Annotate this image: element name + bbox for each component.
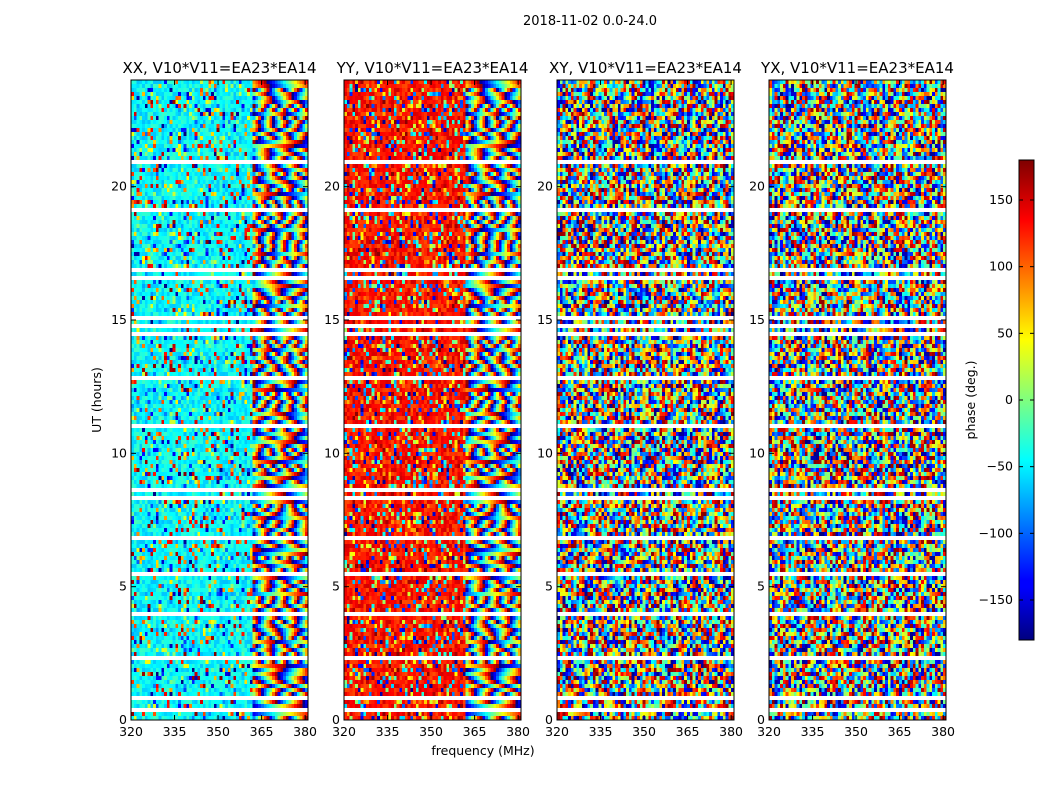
panel-title: XY, V10*V11=EA23*EA14 [549,59,742,77]
x-tick-label: 380 [293,724,317,739]
y-tick-label: 10 [749,445,765,460]
y-tick-label: 20 [324,179,340,194]
x-tick-label: 350 [419,724,443,739]
x-tick-label: 335 [801,724,825,739]
colorbar-tick-label: −50 [987,459,1013,474]
y-tick-label: 20 [111,179,127,194]
colorbar-tick-label: 150 [989,192,1013,207]
panel-title: XX, V10*V11=EA23*EA14 [122,59,316,77]
panel-title: YX, V10*V11=EA23*EA14 [760,59,954,77]
y-tick-label: 15 [111,312,127,327]
panel-frame [556,79,735,721]
panel-xx: XX, V10*V11=EA23*EA14 320 335 350 365 380 0 5 10… [111,59,317,739]
y-tick-label: 0 [332,712,340,727]
colorbar-tick-label: −150 [979,592,1013,607]
y-tick-label: 5 [119,579,127,594]
panel-frame [130,79,309,721]
y-tick-label: 0 [119,712,127,727]
x-tick-label: 335 [163,724,187,739]
y-tick-label: 5 [545,579,553,594]
panel-frame [343,79,522,721]
x-tick-label: 380 [719,724,743,739]
y-tick-label: 15 [537,312,553,327]
y-tick-label: 15 [749,312,765,327]
figure-title: 2018-11-02 0.0-24.0 [523,14,657,29]
y-tick-label: 20 [537,179,553,194]
x-tick-label: 320 [757,724,781,739]
phase-heatmap-yx [769,80,946,720]
phase-heatmap-yy [344,80,521,720]
panel-xy: XY, V10*V11=EA23*EA14 320 335 350 365 380 0 5 10… [537,59,743,739]
colorbar: −150 −100 −50 0 50 100 150 phase (deg.) [963,159,1035,641]
colorbar-tick-label: −100 [979,525,1013,540]
panel-yx: YX, V10*V11=EA23*EA14 320 335 350 365 380 0 5 10… [749,59,955,739]
colorbar-tick-label: 0 [1005,392,1013,407]
colorbar-tick-label: 100 [989,259,1013,274]
x-tick-label: 350 [206,724,230,739]
y-tick-label: 0 [757,712,765,727]
phase-heatmap-xx [131,80,308,720]
panel-frame [768,79,947,721]
colorbar-label: phase (deg.) [963,361,978,440]
phase-heatmap-xy [557,80,734,720]
y-tick-label: 5 [332,579,340,594]
x-tick-label: 365 [888,724,912,739]
x-tick-label: 380 [931,724,955,739]
x-axis-label: frequency (MHz) [431,743,534,758]
y-tick-label: 5 [757,579,765,594]
x-tick-label: 335 [376,724,400,739]
y-tick-label: 20 [749,179,765,194]
x-tick-label: 365 [463,724,487,739]
x-tick-label: 365 [250,724,274,739]
y-axis-label: UT (hours) [89,367,104,433]
panel-title: YY, V10*V11=EA23*EA14 [336,59,529,77]
x-tick-label: 365 [676,724,700,739]
x-tick-label: 350 [632,724,656,739]
panel-yy: YY, V10*V11=EA23*EA14 320 335 350 365 380 0 5 10… [324,59,530,739]
panels-group: XX, V10*V11=EA23*EA14 320 335 350 365 380 0 5 10… [111,59,955,739]
colorbar-tick-label: 50 [997,325,1013,340]
y-tick-label: 10 [324,445,340,460]
y-tick-label: 10 [537,445,553,460]
x-tick-label: 320 [332,724,356,739]
y-tick-label: 15 [324,312,340,327]
y-tick-label: 0 [545,712,553,727]
x-tick-label: 320 [545,724,569,739]
x-tick-label: 380 [506,724,530,739]
x-tick-label: 350 [844,724,868,739]
y-tick-label: 10 [111,445,127,460]
x-tick-label: 320 [119,724,143,739]
x-tick-label: 335 [589,724,613,739]
